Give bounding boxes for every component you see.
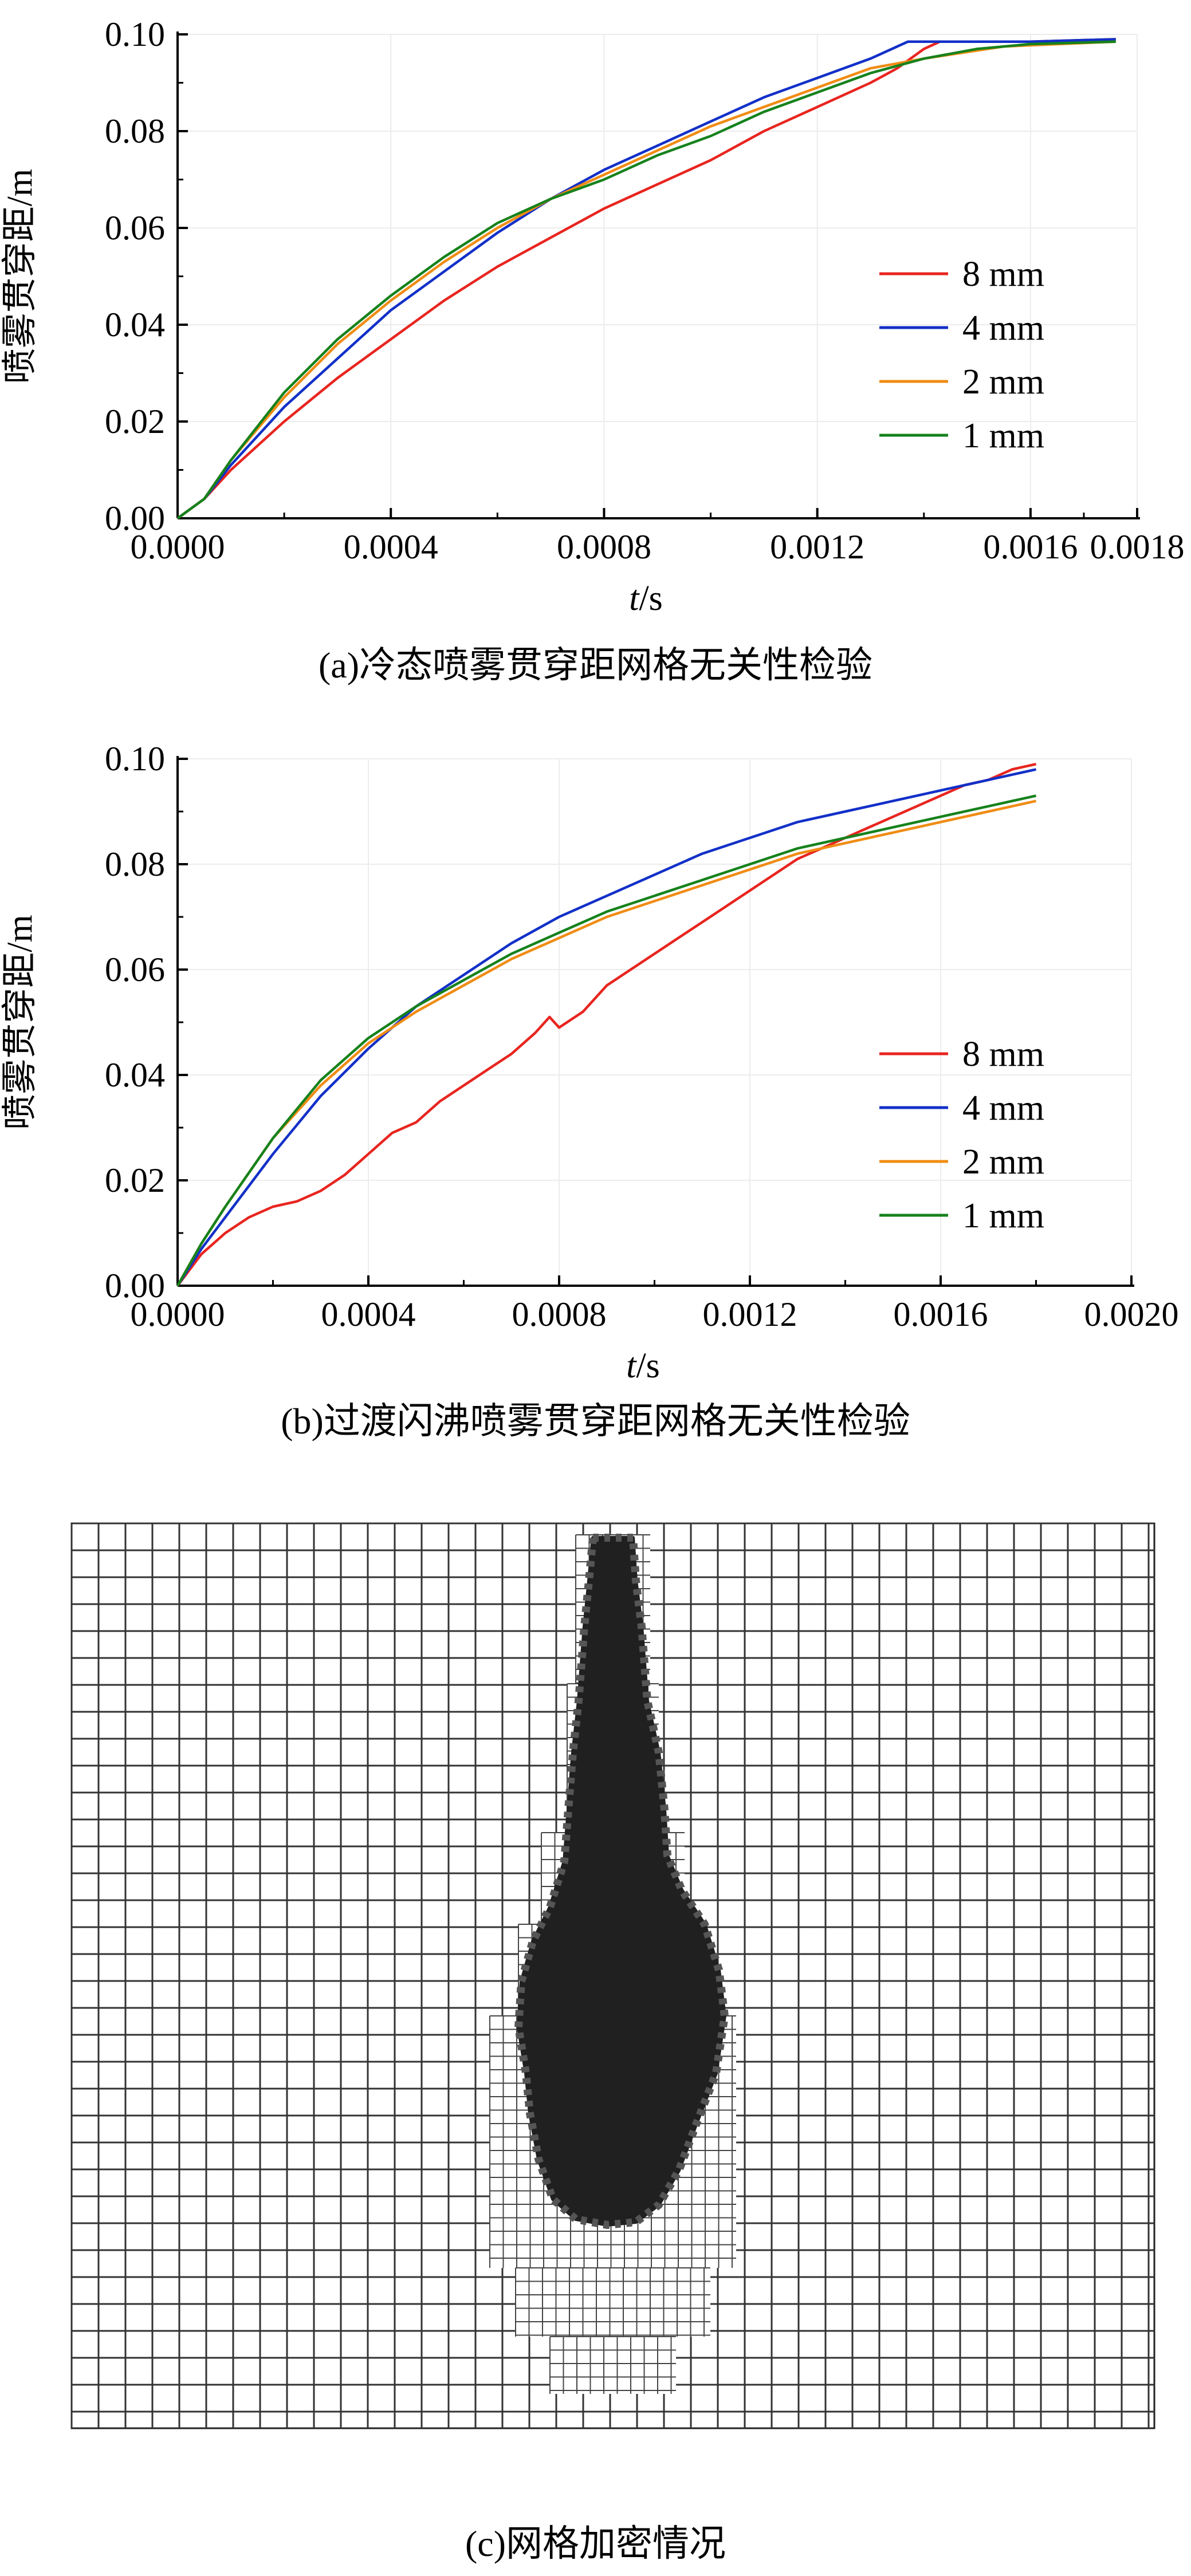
x-axis-label: t/s bbox=[626, 1346, 660, 1380]
chart-a: 0.00 0.02 0.04 0.06 0.08 0.10 0.0000 0.0004 0.00… bbox=[1, 15, 1185, 618]
y-tick-label: 0.04 bbox=[105, 1056, 165, 1094]
x-tick-label: 0.0008 bbox=[512, 1295, 607, 1333]
series-line-1mm bbox=[176, 794, 1036, 1287]
caption-c: (c)网格加密情况 bbox=[465, 2523, 726, 2564]
x-tick-label: 0.0016 bbox=[894, 1295, 988, 1333]
y-tick-label: 0.06 bbox=[105, 209, 165, 247]
x-tick-label: 0.0020 bbox=[1084, 1295, 1179, 1333]
spray-plume-edge bbox=[514, 1534, 729, 2230]
y-axis-label: 喷雾贯穿距/m bbox=[1, 169, 40, 384]
x-tick-label: 0.0008 bbox=[557, 528, 651, 566]
caption-a: (a)冷态喷雾贯穿距网格无关性检验 bbox=[318, 645, 873, 686]
x-tick-label: 0.0012 bbox=[770, 528, 864, 566]
x-tick-label: 0.0012 bbox=[703, 1295, 797, 1333]
y-tick-label: 0.10 bbox=[105, 740, 165, 778]
y-tick-label: 0.08 bbox=[105, 845, 165, 883]
series-line-1mm bbox=[176, 40, 1116, 519]
y-tick-label: 0.04 bbox=[105, 306, 165, 344]
y-tick-label: 0.00 bbox=[105, 499, 165, 537]
legend-label: 8 mm bbox=[962, 1035, 1044, 1074]
x-axis-label: t/s bbox=[629, 579, 663, 618]
y-tick-label: 0.00 bbox=[105, 1267, 165, 1305]
legend-label: 1 mm bbox=[962, 1196, 1044, 1235]
y-tick-label: 0.08 bbox=[105, 112, 165, 150]
x-tick-label: 0.0000 bbox=[131, 528, 225, 566]
x-tick-label: 0.0016 bbox=[983, 528, 1078, 566]
series-line-4mm bbox=[176, 768, 1036, 1287]
x-tick-label: 0.0018 bbox=[1090, 528, 1185, 566]
legend-label: 2 mm bbox=[962, 363, 1044, 401]
y-axis-label: 喷雾贯穿距/m bbox=[1, 915, 40, 1129]
series-line-4mm bbox=[176, 38, 1116, 519]
x-tick-label: 0.0000 bbox=[131, 1295, 225, 1333]
series-line-2mm bbox=[176, 799, 1036, 1287]
series-line-8mm bbox=[176, 763, 1036, 1287]
x-tick-label: 0.0004 bbox=[344, 528, 438, 566]
x-tick-label: 0.0004 bbox=[321, 1295, 416, 1333]
series-line-8mm bbox=[176, 38, 1116, 519]
chart-b: 0.00 0.02 0.04 0.06 0.08 0.10 0.0000 0.0004 0.00… bbox=[1, 740, 1179, 1380]
legend-label: 4 mm bbox=[962, 1089, 1044, 1128]
y-tick-label: 0.02 bbox=[105, 1161, 165, 1199]
mesh-refinement-image bbox=[70, 1522, 1155, 2429]
series-line-2mm bbox=[176, 40, 1116, 519]
y-tick-label: 0.06 bbox=[105, 951, 165, 988]
legend-label: 8 mm bbox=[962, 255, 1044, 294]
caption-b: (b)过渡闪沸喷雾贯穿距网格无关性检验 bbox=[281, 1401, 910, 1441]
y-tick-label: 0.10 bbox=[105, 15, 165, 53]
legend-label: 4 mm bbox=[962, 309, 1044, 348]
y-tick-label: 0.02 bbox=[105, 403, 165, 440]
legend-label: 1 mm bbox=[962, 416, 1044, 455]
legend-label: 2 mm bbox=[962, 1143, 1044, 1181]
